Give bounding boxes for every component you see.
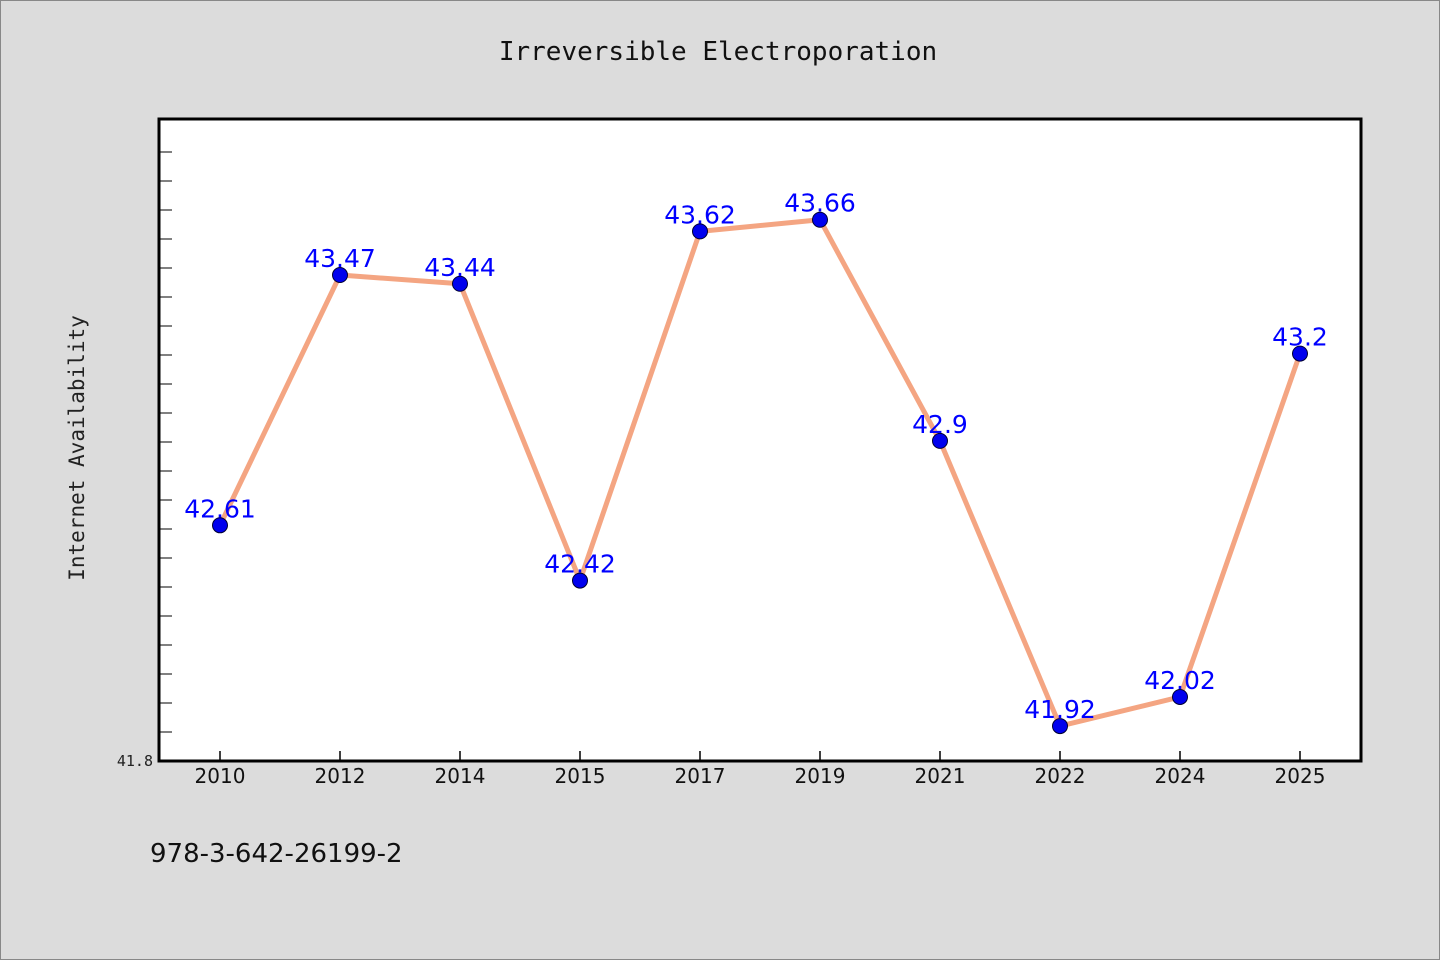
chart-title: Irreversible Electroporation [499, 37, 937, 67]
data-point-marker [1292, 345, 1308, 362]
plot-area [157, 117, 1363, 763]
data-point-marker [1172, 688, 1188, 705]
data-value-label: 43.47 [304, 244, 376, 273]
x-tick-label: 2017 [675, 764, 726, 788]
data-point-marker [452, 275, 468, 292]
data-value-label: 41.92 [1024, 695, 1096, 724]
x-tick-label: 2012 [315, 764, 366, 788]
x-tick-label: 2010 [195, 764, 246, 788]
data-labels: 42.61 43.47 43.44 42.42 43.62 43.66 42.9 41.92 4… [184, 189, 1328, 724]
data-value-label: 42.02 [1144, 666, 1216, 695]
data-value-label: 42.9 [912, 410, 968, 439]
data-value-label: 43.62 [664, 200, 736, 229]
data-point-marker [1052, 718, 1068, 735]
x-tick-label: 2019 [795, 764, 846, 788]
data-markers [212, 211, 1308, 735]
data-point-marker [212, 517, 228, 534]
x-tick-label: 2014 [435, 764, 486, 788]
series-line-group [217, 217, 1303, 729]
data-point-marker [692, 223, 708, 240]
data-value-label: 42.61 [184, 494, 256, 523]
data-point-marker [932, 432, 948, 449]
x-tick-label: 2025 [1275, 764, 1326, 788]
data-point-marker [812, 211, 828, 228]
data-point-marker [572, 572, 588, 589]
y-axis-label: Internet Availability [65, 315, 89, 581]
data-value-label: 43.66 [784, 189, 856, 218]
data-value-label: 42.42 [544, 550, 616, 579]
x-tick-label: 2021 [915, 764, 966, 788]
series-line [217, 217, 1303, 729]
data-value-label: 43.2 [1272, 323, 1328, 352]
y-axis-min-label: 41.8 [117, 752, 153, 770]
isbn-footer: 978-3-642-26199-2 [150, 839, 403, 869]
data-point-marker [332, 267, 348, 284]
x-tick-label: 2022 [1035, 764, 1086, 788]
y-axis-ticks [160, 151, 172, 733]
x-axis-ticks: 2010 2012 2014 2015 2017 2019 2021 2022 2024 2025 [195, 751, 1326, 788]
x-tick-label: 2015 [555, 764, 606, 788]
data-value-label: 43.44 [424, 253, 496, 282]
x-tick-label: 2024 [1155, 764, 1206, 788]
